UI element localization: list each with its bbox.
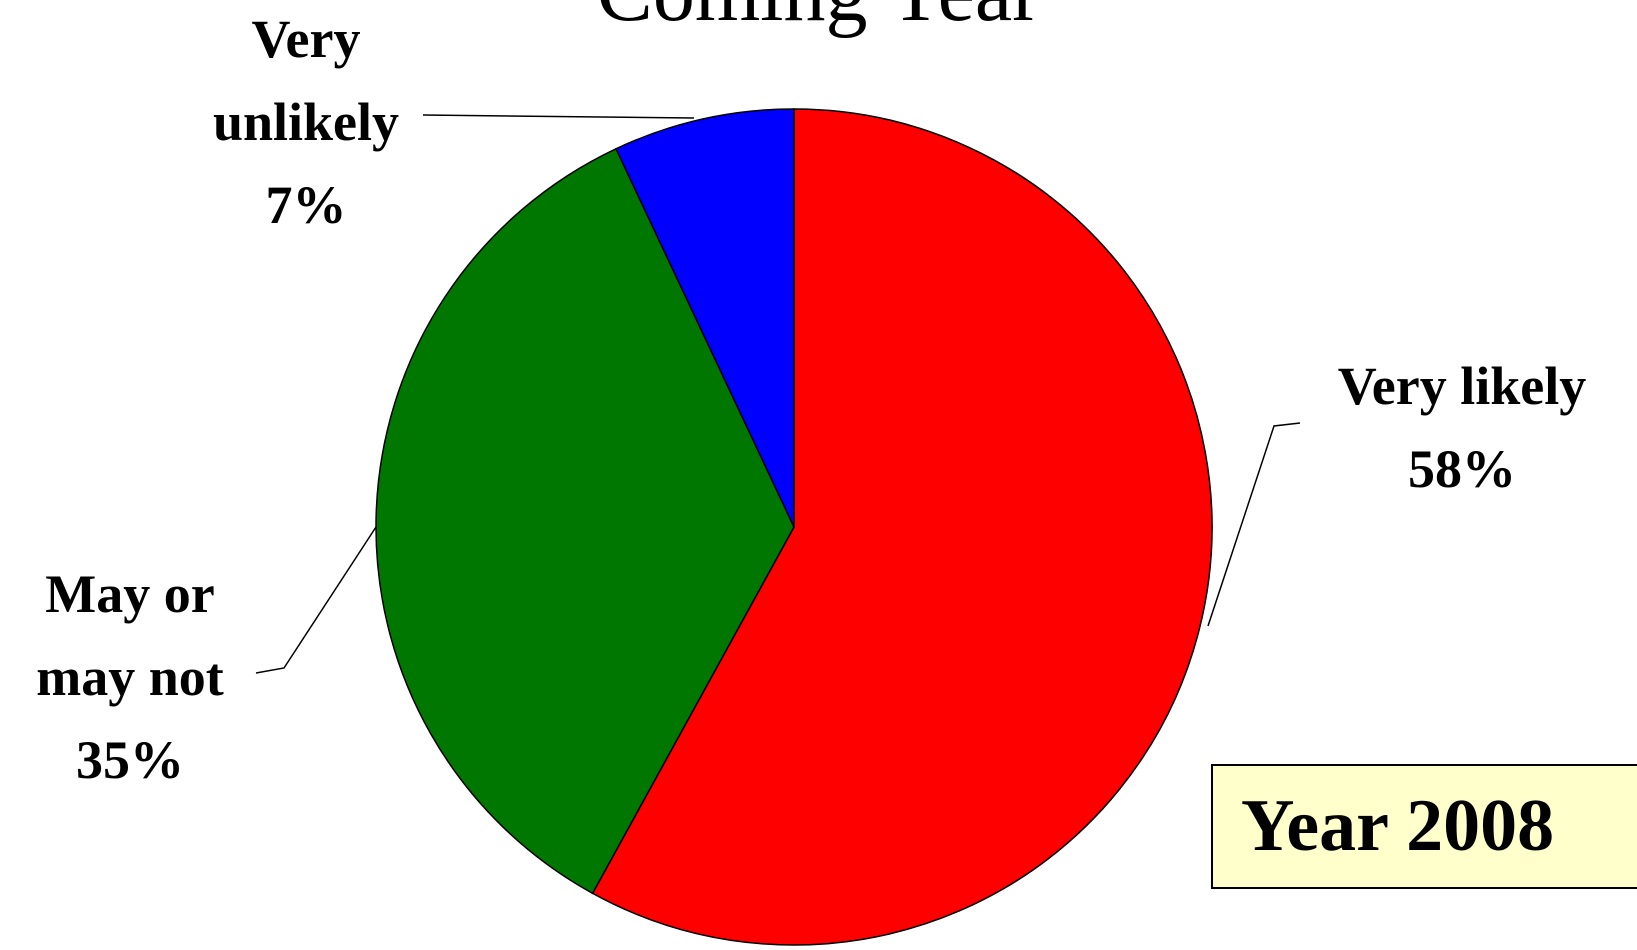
- category-label: Very likely: [1337, 356, 1587, 416]
- pie-slice: [591, 108, 1213, 946]
- category-label: Very unlikely: [212, 9, 400, 152]
- value-label: 35%: [76, 730, 184, 790]
- annotation-box: Year 2008: [1211, 764, 1637, 889]
- slice-label: May or may not 35%: [0, 553, 265, 802]
- category-label: May or may not: [36, 564, 224, 707]
- chart-title: Coming Year: [0, 0, 1637, 38]
- leader-line: [1207, 422, 1301, 627]
- leader-line: [255, 526, 377, 674]
- value-label: 7%: [265, 175, 347, 235]
- pie-slice: [615, 108, 795, 528]
- slice-label: Very unlikely 7%: [176, 0, 436, 247]
- value-label: 58%: [1408, 439, 1516, 499]
- pie-slice: [375, 147, 795, 895]
- leader-line: [422, 114, 695, 119]
- slice-label: Very likely 58%: [1302, 345, 1622, 511]
